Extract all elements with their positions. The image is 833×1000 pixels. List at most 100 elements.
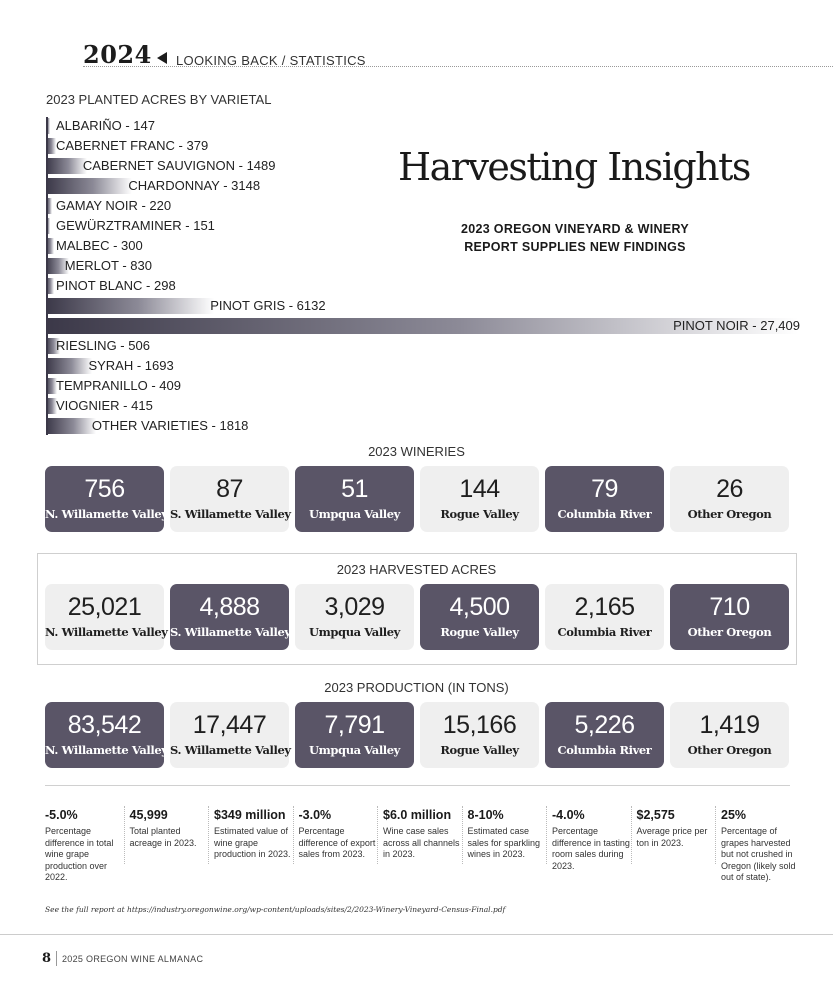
fact-description: Percentage difference of export sales fr… xyxy=(298,826,376,859)
stat-card-label: Columbia River xyxy=(557,743,652,757)
stat-card-label: Umpqua Valley xyxy=(309,507,400,521)
footer-separator xyxy=(56,951,57,966)
stat-card: 51 Umpqua Valley xyxy=(295,466,414,532)
fact-value: 8-10% xyxy=(467,808,504,822)
varietal-bar xyxy=(46,118,51,134)
fact-item: 25% Percentage of grapes harvested but no… xyxy=(721,808,799,884)
fact-description: Total planted acreage in 2023. xyxy=(129,826,197,848)
stat-card-value: 4,500 xyxy=(449,593,510,621)
stat-card: 17,447 S. Willamette Valley xyxy=(170,702,291,768)
stat-card: 79 Columbia River xyxy=(545,466,664,532)
varietal-chart-title: 2023 PLANTED ACRES BY VARIETAL xyxy=(46,92,272,107)
varietal-row: VIOGNIER - 415 xyxy=(46,397,806,415)
fact-description: Wine case sales across all channels in 2… xyxy=(383,826,460,859)
fact-description: Percentage difference in tasting room sa… xyxy=(552,826,630,871)
varietal-label: CHARDONNAY - 3148 xyxy=(128,178,261,193)
varietal-bar xyxy=(46,338,60,354)
stat-card: 756 N. Willamette Valley xyxy=(45,466,168,532)
stat-card: 144 Rogue Valley xyxy=(420,466,539,532)
stat-card: 26 Other Oregon xyxy=(670,466,789,532)
stat-card-label: S. Willamette Valley xyxy=(170,625,291,639)
fact-separator xyxy=(208,806,209,864)
fact-description: Percentage difference in total wine grap… xyxy=(45,826,114,882)
stat-card: 25,021 N. Willamette Valley xyxy=(45,584,168,650)
subtitle-line-1: 2023 OREGON VINEYARD & WINERY xyxy=(461,222,689,236)
fact-description: Percentage of grapes harvested but not c… xyxy=(721,826,796,882)
fact-description: Average price per ton in 2023. xyxy=(636,826,708,848)
fact-item: $2,575 Average price per ton in 2023. xyxy=(637,808,715,849)
stat-card-value: 1,419 xyxy=(699,711,760,739)
stat-card: 710 Other Oregon xyxy=(670,584,789,650)
stat-card-value: 79 xyxy=(591,475,618,503)
fact-value: -3.0% xyxy=(298,808,332,822)
varietal-row: GAMAY NOIR - 220 xyxy=(46,197,806,215)
fact-separator xyxy=(292,806,294,864)
fact-value: $349 million xyxy=(214,808,286,822)
varietal-bar xyxy=(46,278,55,294)
wineries-title: 2023 WINERIES xyxy=(368,444,465,459)
stat-card-value: 87 xyxy=(216,475,243,503)
varietal-chart-axis xyxy=(46,117,48,435)
header-year: 2024 xyxy=(83,40,152,69)
varietal-label: VIOGNIER - 415 xyxy=(56,398,153,413)
stat-card-value: 3,029 xyxy=(324,593,385,621)
varietal-bar xyxy=(46,378,58,394)
stat-card-value: 5,226 xyxy=(574,711,635,739)
fact-value: 25% xyxy=(721,808,747,822)
stat-card-label: S. Willamette Valley xyxy=(170,507,291,521)
varietal-row: GEWÜRZTRAMINER - 151 xyxy=(46,217,806,235)
varietal-label: PINOT BLANC - 298 xyxy=(56,278,176,293)
stat-card-label: S. Willamette Valley xyxy=(170,743,291,757)
varietal-row: CHARDONNAY - 3148 xyxy=(46,177,806,195)
harvested-acres-cards: 25,021 N. Willamette Valley 4,888 S. Willam… xyxy=(45,584,790,650)
stat-card-value: 26 xyxy=(716,475,743,503)
stat-card-value: 2,165 xyxy=(574,593,635,621)
fact-separator xyxy=(123,806,125,864)
fact-item: 8-10% Estimated case sales for sparkling … xyxy=(468,808,546,861)
varietal-bar-chart: ALBARIÑO - 147 CABERNET FRANC - 379 CABERN… xyxy=(46,117,806,437)
varietal-label: RIESLING - 506 xyxy=(56,338,150,353)
varietal-bar xyxy=(46,258,69,274)
fact-value: -4.0% xyxy=(552,808,585,822)
harvested-acres-frame xyxy=(37,553,797,665)
fact-value: $6.0 million xyxy=(383,808,452,822)
fact-separator xyxy=(546,806,547,864)
varietal-row: ALBARIÑO - 147 xyxy=(46,117,806,135)
stat-card-label: Columbia River xyxy=(557,507,652,521)
varietal-bar xyxy=(46,238,55,254)
fact-item: -3.0% Percentage difference of export sal… xyxy=(299,808,377,861)
stat-card-value: 51 xyxy=(341,475,368,503)
stat-card-label: Rogue Valley xyxy=(440,743,519,757)
varietal-row: PINOT BLANC - 298 xyxy=(46,277,806,295)
varietal-bar xyxy=(46,198,53,214)
varietal-row: CABERNET SAUVIGNON - 1489 xyxy=(46,157,806,175)
fact-item: -5.0% Percentage difference in total wine… xyxy=(45,808,123,884)
fact-item: $6.0 million Wine case sales across all c… xyxy=(383,808,461,861)
fact-description: Estimated value of wine grape production… xyxy=(214,826,291,859)
stat-card: 4,500 Rogue Valley xyxy=(420,584,539,650)
varietal-bar xyxy=(46,298,215,314)
subtitle-line-2: REPORT SUPPLIES NEW FINDINGS xyxy=(464,240,686,254)
fact-description: Estimated case sales for sparkling wines… xyxy=(467,826,541,859)
varietal-label: ALBARIÑO - 147 xyxy=(56,118,155,133)
varietal-row: MERLOT - 830 xyxy=(46,257,806,275)
stat-card-value: 4,888 xyxy=(199,593,260,621)
stat-card: 7,791 Umpqua Valley xyxy=(295,702,414,768)
varietal-row: CABERNET FRANC - 379 xyxy=(46,137,806,155)
wineries-cards: 756 N. Willamette Valley 87 S. Willamette V… xyxy=(45,466,790,532)
varietal-label: GAMAY NOIR - 220 xyxy=(56,198,172,213)
varietal-bar xyxy=(46,158,87,174)
stat-card: 1,419 Other Oregon xyxy=(670,702,789,768)
production-cards: 83,542 N. Willamette Valley 17,447 S. Willa… xyxy=(45,702,790,768)
stat-card-value: 83,542 xyxy=(67,711,142,739)
varietal-bar xyxy=(46,318,798,334)
stat-card-value: 7,791 xyxy=(324,711,385,739)
varietal-label: PINOT NOIR - 27,409 xyxy=(673,318,800,333)
page-number: 8 xyxy=(42,951,52,966)
stat-card: 5,226 Columbia River xyxy=(545,702,664,768)
varietal-row: OTHER VARIETIES - 1818 xyxy=(46,417,806,435)
varietal-row: PINOT NOIR - 27,409 xyxy=(46,317,806,335)
varietal-bar xyxy=(46,218,51,234)
varietal-label: CABERNET FRANC - 379 xyxy=(56,138,209,153)
stat-card-label: N. Willamette Valley xyxy=(45,625,168,639)
